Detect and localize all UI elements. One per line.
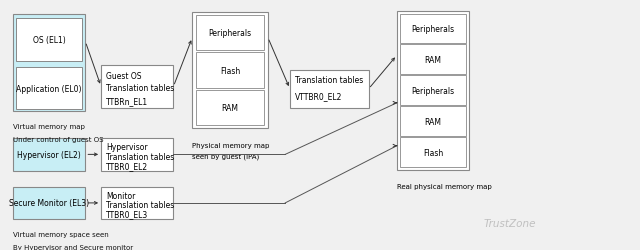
Text: Peripherals: Peripherals [209,29,252,38]
Text: RAM: RAM [424,117,442,126]
Text: Peripherals: Peripherals [412,24,454,34]
Text: Translation tables: Translation tables [295,76,363,85]
Text: By Hypervisor and Secure monitor: By Hypervisor and Secure monitor [13,244,133,250]
Text: Peripherals: Peripherals [412,86,454,95]
Text: Translation tables: Translation tables [106,200,174,209]
FancyBboxPatch shape [400,76,466,105]
FancyBboxPatch shape [196,16,264,51]
FancyBboxPatch shape [16,68,82,110]
FancyBboxPatch shape [101,138,173,171]
Text: VTTBR0_EL2: VTTBR0_EL2 [295,92,342,101]
Text: Real physical memory map: Real physical memory map [397,183,492,189]
FancyBboxPatch shape [193,13,268,129]
Text: RAM: RAM [221,104,239,113]
FancyBboxPatch shape [13,187,85,220]
Text: Virtual memory map: Virtual memory map [13,124,84,130]
Text: TTBR0_EL2: TTBR0_EL2 [106,161,148,170]
Text: RAM: RAM [424,56,442,64]
Text: Guest OS: Guest OS [106,71,141,80]
Text: TTBR0_EL3: TTBR0_EL3 [106,210,148,218]
FancyBboxPatch shape [13,15,85,112]
FancyBboxPatch shape [101,187,173,220]
FancyBboxPatch shape [400,45,466,74]
FancyBboxPatch shape [400,107,466,136]
FancyBboxPatch shape [196,90,264,126]
FancyBboxPatch shape [290,71,369,108]
Text: Translation tables: Translation tables [106,84,174,93]
Text: Physical memory map: Physical memory map [193,142,269,148]
Text: Flash: Flash [220,66,240,75]
FancyBboxPatch shape [400,138,466,167]
Text: seen by guest (IPA): seen by guest (IPA) [193,153,260,160]
Text: Secure Monitor (EL3): Secure Monitor (EL3) [9,198,89,207]
FancyBboxPatch shape [196,53,264,88]
Text: TTBRn_EL1: TTBRn_EL1 [106,96,148,105]
Text: Hypervisor: Hypervisor [106,143,148,152]
Text: OS (EL1): OS (EL1) [33,36,65,45]
Text: Monitor: Monitor [106,191,136,200]
FancyBboxPatch shape [397,12,469,170]
FancyBboxPatch shape [13,138,85,171]
Text: Translation tables: Translation tables [106,152,174,161]
FancyBboxPatch shape [400,14,466,44]
Text: Under control of guest OS: Under control of guest OS [13,136,104,142]
FancyBboxPatch shape [101,66,173,108]
Text: Hypervisor (EL2): Hypervisor (EL2) [17,150,81,159]
FancyBboxPatch shape [16,19,82,61]
Text: Application (EL0): Application (EL0) [17,84,82,93]
Text: TrustZone: TrustZone [484,218,536,228]
Text: Flash: Flash [423,148,444,157]
Text: Virtual memory space seen: Virtual memory space seen [13,232,109,237]
